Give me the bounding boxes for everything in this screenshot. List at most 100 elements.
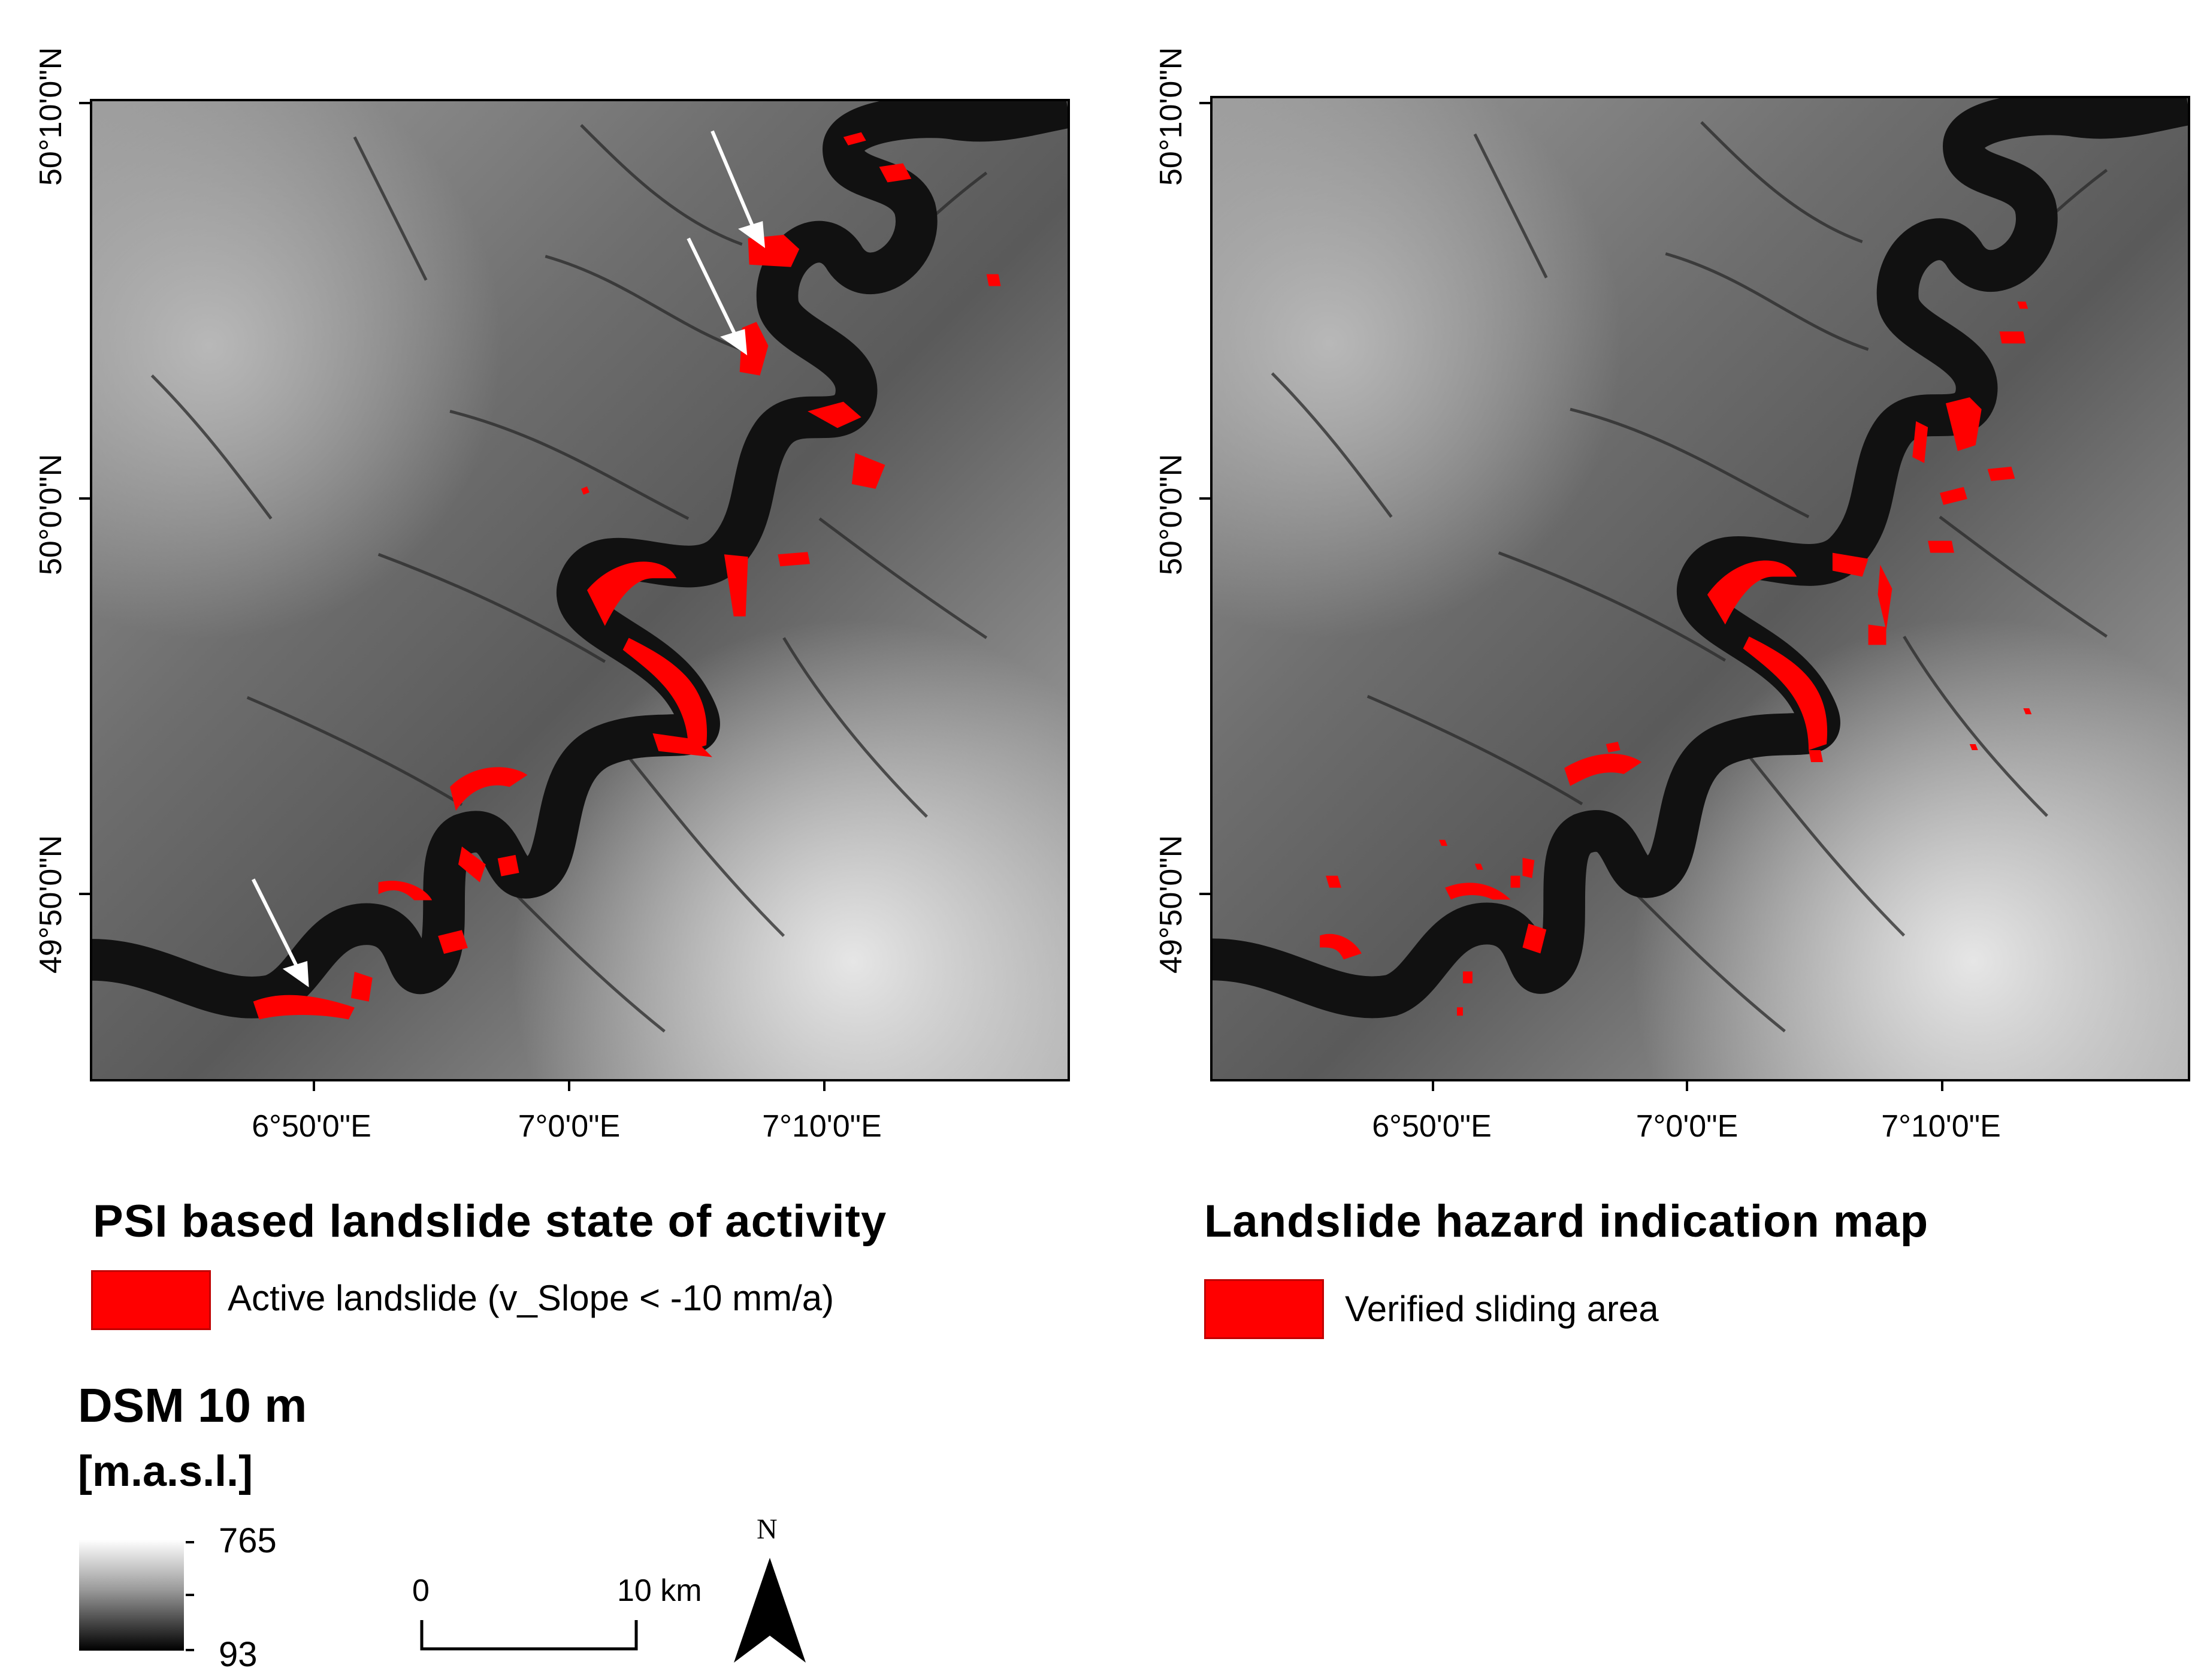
- lon-tick: [568, 1081, 570, 1091]
- right-lon-label-1: 6°50'0"E: [1372, 1109, 1492, 1144]
- left-lat-label-middle: 50°0'0"N: [34, 454, 68, 575]
- lat-tick: [1199, 102, 1210, 104]
- landslide-polygon: [581, 486, 589, 495]
- sliding-polygon: [1564, 754, 1642, 786]
- landslide-polygon: [879, 163, 912, 183]
- sliding-polygon: [1969, 744, 1978, 751]
- annotation-arrows: [252, 130, 766, 987]
- sliding-polygon: [1809, 750, 1823, 762]
- arrow-marker: [252, 878, 309, 987]
- landslide-polygon: [438, 930, 468, 954]
- right-lat-label-bottom: 49°50'0"N: [1154, 835, 1189, 974]
- right-map-frame: [1210, 96, 2190, 1081]
- landslide-polygon: [739, 322, 769, 376]
- verified-sliding-label: Verified sliding area: [1345, 1289, 1659, 1329]
- left-map-dem: [92, 101, 1068, 1079]
- left-lon-label-3: 7°10'0"E: [762, 1109, 882, 1144]
- sliding-polygon: [2017, 301, 2028, 309]
- sliding-polygon: [1326, 875, 1341, 888]
- sliding-polygon: [1445, 883, 1511, 900]
- landslide-polygon: [450, 767, 528, 811]
- landslide-polygon: [497, 854, 519, 877]
- sliding-polygon: [1987, 466, 2015, 481]
- sliding-polygon: [1456, 1007, 1463, 1016]
- landslide-polygon: [843, 132, 866, 146]
- drainage-network: [150, 124, 988, 1033]
- landslide-polygon: [851, 453, 885, 489]
- right-lon-label-2: 7°0'0"E: [1635, 1109, 1739, 1144]
- lat-tick: [79, 893, 90, 895]
- scale-start-label: 0: [412, 1573, 430, 1608]
- sliding-polygon: [1320, 933, 1362, 960]
- left-lat-label-top: 50°10'0"N: [34, 47, 68, 186]
- north-arrow-icon: [734, 1558, 806, 1663]
- ramp-max-label: 765: [219, 1521, 277, 1560]
- elevation-color-ramp: [79, 1540, 184, 1651]
- sliding-polygon: [2023, 708, 2032, 715]
- sliding-areas: [1320, 301, 2032, 1016]
- sliding-polygon: [1522, 923, 1547, 954]
- sliding-polygon: [1707, 560, 1797, 625]
- dsm-title: DSM 10 m: [78, 1379, 307, 1432]
- scale-bar: [420, 1620, 638, 1651]
- right-legend-title: Landslide hazard indication map: [1204, 1196, 1929, 1247]
- drainage-network: [1271, 121, 2108, 1033]
- sliding-polygon: [1743, 636, 1828, 751]
- verified-sliding-swatch: [1204, 1279, 1324, 1339]
- sliding-polygon: [1510, 875, 1520, 888]
- landslide-areas: [253, 132, 1001, 1020]
- lat-tick: [79, 497, 90, 500]
- sliding-polygon: [1522, 857, 1535, 878]
- north-label: N: [757, 1513, 778, 1545]
- lon-tick: [1432, 1081, 1434, 1091]
- landslide-polygon: [808, 401, 861, 428]
- left-lat-label-bottom: 49°50'0"N: [34, 835, 68, 974]
- right-lat-label-middle: 50°0'0"N: [1154, 454, 1189, 575]
- main-river-valley: [1213, 98, 2188, 1019]
- arrow-marker: [711, 130, 766, 249]
- landslide-polygon: [253, 995, 355, 1020]
- landslide-polygon: [778, 552, 811, 567]
- lon-tick: [313, 1081, 315, 1091]
- landslide-polygon: [724, 554, 748, 617]
- active-landslide-swatch: [91, 1270, 211, 1330]
- landslide-polygon: [652, 733, 712, 757]
- left-lon-label-2: 7°0'0"E: [518, 1109, 621, 1144]
- lat-tick: [79, 102, 90, 104]
- lat-tick: [1199, 893, 1210, 895]
- sliding-polygon: [1877, 564, 1892, 631]
- landslide-polygon: [458, 846, 486, 883]
- sliding-polygon: [1462, 971, 1473, 984]
- left-lon-label-1: 6°50'0"E: [252, 1109, 371, 1144]
- lon-tick: [1686, 1081, 1688, 1091]
- sliding-polygon: [1439, 839, 1448, 846]
- right-map-dem: [1213, 98, 2188, 1079]
- landslide-polygon: [586, 561, 677, 626]
- sliding-polygon: [1868, 624, 1886, 645]
- ramp-tick: [186, 1594, 194, 1596]
- ramp-min-label: 93: [219, 1635, 258, 1674]
- sliding-polygon: [1940, 487, 1967, 505]
- lat-tick: [1199, 497, 1210, 500]
- dsm-unit: [m.a.s.l.]: [78, 1448, 253, 1495]
- landslide-polygon: [350, 971, 373, 1002]
- lon-tick: [823, 1081, 826, 1091]
- scale-end-label: 10 km: [617, 1573, 702, 1608]
- sliding-polygon: [1928, 540, 1954, 553]
- sliding-polygon: [1912, 421, 1928, 463]
- landslide-polygon: [986, 274, 1001, 286]
- left-map-frame: [90, 99, 1070, 1081]
- active-landslide-label: Active landslide (v_Slope < -10 mm/a): [228, 1278, 835, 1318]
- ramp-tick: [186, 1649, 194, 1651]
- right-lat-label-top: 50°10'0"N: [1154, 47, 1189, 186]
- sliding-polygon: [1606, 742, 1620, 753]
- landslide-polygon: [378, 880, 433, 901]
- arrow-marker: [687, 237, 748, 355]
- sliding-polygon: [1999, 331, 2026, 344]
- sliding-polygon: [1945, 397, 1982, 451]
- left-legend-title: PSI based landslide state of activity: [93, 1196, 887, 1247]
- sliding-polygon: [1474, 863, 1483, 870]
- right-lon-label-3: 7°10'0"E: [1881, 1109, 2001, 1144]
- landslide-polygon: [622, 637, 708, 751]
- main-river-valley: [92, 101, 1068, 1019]
